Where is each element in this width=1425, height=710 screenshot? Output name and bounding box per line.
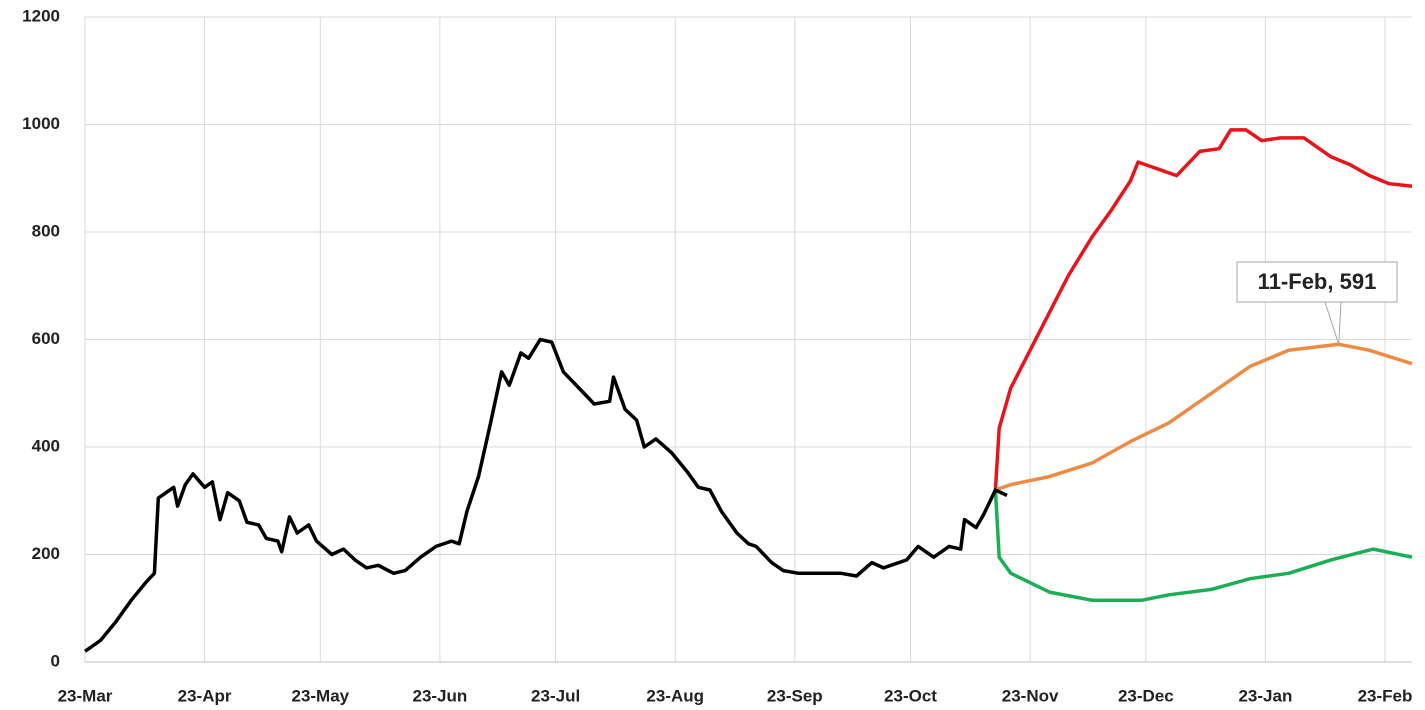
x-tick-label: 23-May <box>291 686 349 705</box>
y-tick-label: 1000 <box>22 114 60 133</box>
x-tick-label: 23-Oct <box>884 686 937 705</box>
series-line <box>993 489 1413 602</box>
annotation-text: 11-Feb, 591 <box>1258 269 1377 294</box>
x-tick-label: 23-Nov <box>1002 686 1059 705</box>
x-tick-label: 23-Aug <box>646 686 704 705</box>
y-tick-label: 800 <box>32 221 60 240</box>
series-line <box>993 128 1413 491</box>
x-tick-label: 23-Jul <box>531 686 580 705</box>
y-tick-label: 400 <box>32 436 60 455</box>
x-tick-label: 23-Sep <box>767 686 823 705</box>
x-tick-label: 23-Jun <box>412 686 467 705</box>
series-line <box>994 342 1413 492</box>
annotation-callout <box>1324 301 1342 345</box>
y-tick-label: 1200 <box>22 6 60 25</box>
y-tick-label: 0 <box>51 651 60 670</box>
x-tick-label: 23-Mar <box>58 686 113 705</box>
annotation-box <box>1236 261 1398 303</box>
series-line <box>83 337 1008 653</box>
x-tick-label: 23-Apr <box>178 686 232 705</box>
x-tick-label: 23-Feb <box>1358 686 1413 705</box>
x-tick-label: 23-Jan <box>1238 686 1292 705</box>
x-tick-label: 23-Dec <box>1118 686 1174 705</box>
y-tick-label: 200 <box>32 544 60 563</box>
y-tick-label: 600 <box>32 329 60 348</box>
